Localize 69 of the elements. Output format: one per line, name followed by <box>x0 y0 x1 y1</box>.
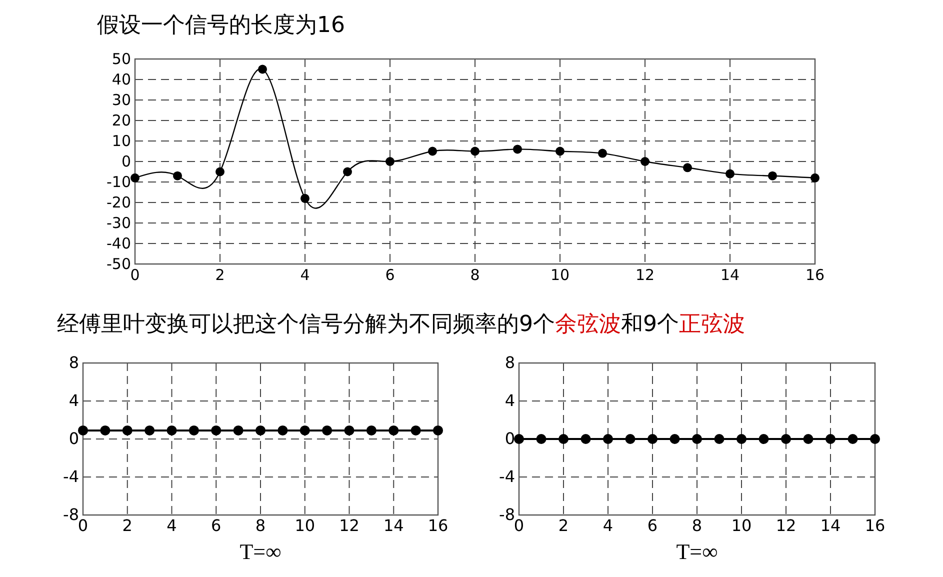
point <box>726 169 734 178</box>
point <box>130 173 140 182</box>
y-tick-label: 8 <box>504 353 515 372</box>
point <box>810 173 820 182</box>
x-tick-label: 16 <box>864 516 886 535</box>
y-tick-label: 4 <box>504 391 515 410</box>
point <box>598 148 607 158</box>
point <box>216 167 224 176</box>
x-tick-label: 12 <box>339 516 360 535</box>
x-tick-label: 4 <box>166 516 177 535</box>
y-tick-label: -50 <box>106 255 131 273</box>
x-tick-label: 14 <box>720 266 740 284</box>
y-tick-label: 0 <box>121 152 131 170</box>
y-tick-label: -8 <box>499 505 515 524</box>
chart-title: 假设一个信号的长度为16 <box>97 13 345 38</box>
point <box>556 146 564 156</box>
text: 余弦波 <box>555 312 621 337</box>
y-tick-label: -40 <box>106 234 131 252</box>
point <box>428 146 437 156</box>
y-tick-label: 8 <box>68 353 79 372</box>
x-tick-label: 12 <box>635 266 655 284</box>
x-tick-label: 2 <box>215 266 225 284</box>
text: 和9个 <box>621 312 679 337</box>
x-tick-label: 8 <box>692 516 702 535</box>
y-tick-label: -4 <box>499 467 515 486</box>
text: 正弦波 <box>679 312 745 337</box>
y-tick-label: 4 <box>68 391 79 410</box>
point <box>768 171 777 180</box>
y-tick-label: -8 <box>63 505 79 524</box>
text: 经傅里叶变换可以把这个信号分解为不同频率的9个 <box>57 312 555 337</box>
x-tick-label: 14 <box>820 516 841 535</box>
point <box>640 157 650 166</box>
y-tick-label: 40 <box>112 70 131 88</box>
y-tick-label: -4 <box>63 467 79 486</box>
x-tick-label: 8 <box>255 516 266 535</box>
x-tick-label: 2 <box>558 516 569 535</box>
y-tick-label: 20 <box>112 112 131 130</box>
x-tick-label: 12 <box>776 516 796 535</box>
point <box>470 146 480 156</box>
x-tick-label: 2 <box>122 516 132 535</box>
point <box>258 64 267 74</box>
x-tick-label: 6 <box>647 516 658 535</box>
point <box>513 144 522 154</box>
y-tick-label: -10 <box>106 173 131 191</box>
point <box>386 157 394 166</box>
x-tick-label: 10 <box>731 516 752 535</box>
x-tick-label: 16 <box>428 516 448 535</box>
x-tick-label: 14 <box>383 516 404 535</box>
y-tick-label: 50 <box>112 50 131 68</box>
x-tick-label: 10 <box>550 266 570 284</box>
x-tick-label: 8 <box>470 266 480 284</box>
y-tick-label: 30 <box>112 91 131 109</box>
y-tick-label: 0 <box>504 429 515 448</box>
y-tick-label: 0 <box>68 429 79 448</box>
point <box>683 163 692 172</box>
x-tick-label: 4 <box>602 516 614 535</box>
x-tick-label: 4 <box>300 266 310 284</box>
point <box>343 167 352 176</box>
y-tick-label: -30 <box>106 214 131 232</box>
x-tick-label: 10 <box>294 516 316 535</box>
x-tick-label: 6 <box>211 516 222 535</box>
point <box>300 194 310 203</box>
y-tick-label: -20 <box>106 194 131 212</box>
x-tick-label: 6 <box>385 266 395 284</box>
x-axis-title: T=∞ <box>240 539 282 564</box>
x-axis-title: T=∞ <box>676 539 718 564</box>
x-tick-label: 16 <box>805 266 825 284</box>
y-tick-label: 10 <box>112 132 131 150</box>
point <box>173 171 182 180</box>
